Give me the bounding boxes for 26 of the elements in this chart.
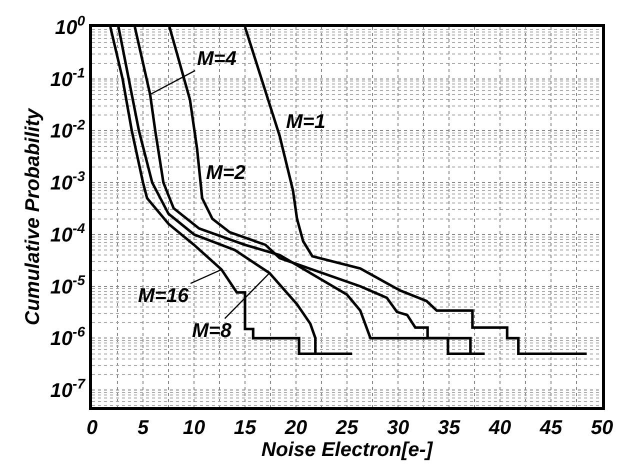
y-tick-label: 10$^{0}$ <box>54 12 86 39</box>
y-tick-label: 10$^{-2}$ <box>50 116 86 143</box>
x-tick-label: 0 <box>86 417 98 439</box>
x-tick-label: 25 <box>334 417 359 439</box>
y-tick-label: 10$^{-5}$ <box>50 272 86 298</box>
x-tick-label: 20 <box>284 417 308 439</box>
x-tick-label: 35 <box>438 417 461 439</box>
annotation: M=4 <box>197 48 236 70</box>
y-tick-label: 10$^{-3}$ <box>50 168 86 195</box>
annotation: M=8 <box>192 320 232 342</box>
x-tick-label: 40 <box>488 417 512 439</box>
x-tick-label: 45 <box>538 417 563 439</box>
annotation: M=16 <box>138 285 190 307</box>
x-tick-label: 15 <box>234 417 257 439</box>
x-tick-label: 5 <box>137 417 150 439</box>
x-tick-label: 50 <box>590 417 614 439</box>
annotation: M=2 <box>206 162 246 184</box>
y-tick-label: 10$^{-6}$ <box>50 324 86 350</box>
y-tick-label: 10$^{-4}$ <box>50 220 86 246</box>
y-axis-title: Cumulative Probability <box>22 108 44 326</box>
y-tick-label: 10$^{-1}$ <box>50 64 86 91</box>
x-tick-label: 10 <box>182 417 206 439</box>
x-axis-title: Noise Electron[e-] <box>261 439 434 461</box>
x-tick-label: 30 <box>386 417 410 439</box>
annotation: M=1 <box>286 111 326 133</box>
y-tick-label: 10$^{-7}$ <box>50 376 86 402</box>
